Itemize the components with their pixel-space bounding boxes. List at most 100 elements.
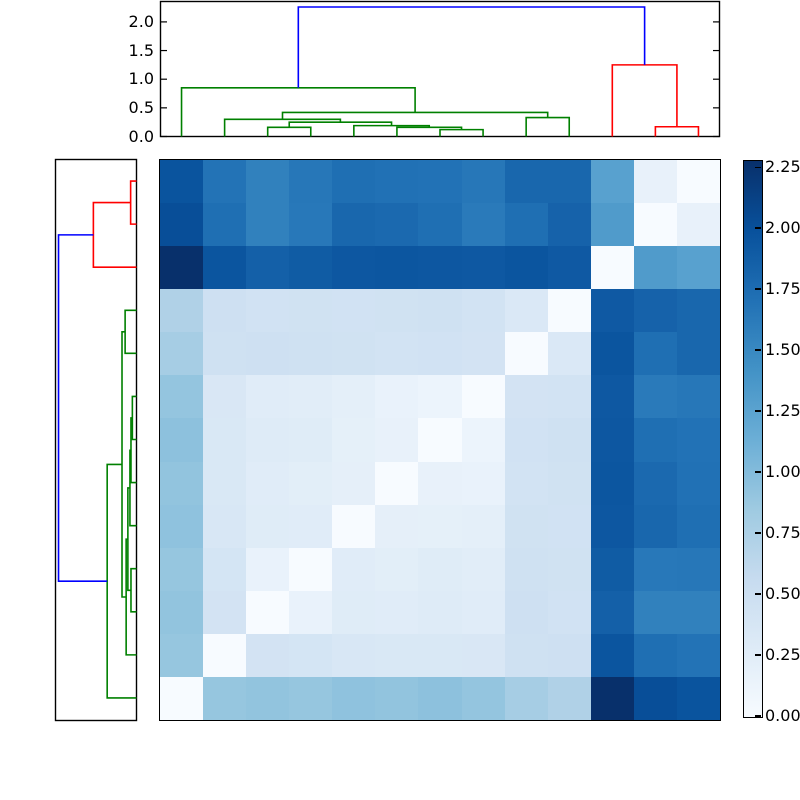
colorbar-tick-label: 2.00 bbox=[765, 219, 800, 237]
heatmap-cell bbox=[548, 462, 591, 505]
heatmap-cell bbox=[505, 203, 548, 246]
heatmap-cell bbox=[634, 375, 677, 418]
heatmap-cell bbox=[548, 160, 591, 203]
colorbar-tick bbox=[755, 471, 761, 473]
heatmap-cell bbox=[548, 634, 591, 677]
colorbar-tick-label: 1.50 bbox=[765, 341, 800, 359]
heatmap-cell bbox=[289, 548, 332, 591]
heatmap-cell bbox=[677, 246, 720, 289]
heatmap-cell bbox=[289, 289, 332, 332]
dendrogram-link bbox=[397, 127, 462, 136]
heatmap-cell bbox=[246, 677, 289, 720]
heatmap-cell bbox=[591, 677, 634, 720]
heatmap-cell bbox=[289, 677, 332, 720]
heatmap-cell bbox=[203, 462, 246, 505]
heatmap-cell bbox=[375, 634, 418, 677]
heatmap-cell bbox=[505, 375, 548, 418]
heatmap-cell bbox=[246, 591, 289, 634]
heatmap-cell bbox=[203, 548, 246, 591]
heatmap-cell bbox=[289, 203, 332, 246]
heatmap-cell bbox=[246, 203, 289, 246]
heatmap-cell bbox=[418, 332, 461, 375]
heatmap-cell bbox=[160, 418, 203, 461]
dendrogram-link bbox=[655, 127, 698, 137]
colorbar-tick-label: 1.00 bbox=[765, 463, 800, 481]
heatmap-cell bbox=[332, 634, 375, 677]
heatmap-cell bbox=[289, 160, 332, 203]
heatmap-cell bbox=[246, 332, 289, 375]
colorbar-tick-label: 1.25 bbox=[765, 402, 800, 420]
heatmap-cell bbox=[634, 332, 677, 375]
heatmap-cell bbox=[375, 160, 418, 203]
heatmap-cell bbox=[505, 548, 548, 591]
heatmap-cell bbox=[375, 505, 418, 548]
heatmap-cell bbox=[634, 160, 677, 203]
heatmap-cell bbox=[160, 505, 203, 548]
heatmap-cell bbox=[505, 462, 548, 505]
heatmap-cell bbox=[246, 462, 289, 505]
heatmap-cell bbox=[375, 591, 418, 634]
heatmap-cell bbox=[548, 246, 591, 289]
y-axis-tick-label: 0.5 bbox=[108, 99, 154, 117]
heatmap-cell bbox=[677, 548, 720, 591]
heatmap-cell bbox=[505, 160, 548, 203]
heatmap-cell bbox=[634, 418, 677, 461]
heatmap-cell bbox=[634, 505, 677, 548]
colorbar-tick-label: 1.75 bbox=[765, 280, 800, 298]
top-dendrogram-frame bbox=[161, 2, 720, 137]
heatmap-cell bbox=[462, 160, 505, 203]
heatmap-cell bbox=[591, 289, 634, 332]
colorbar-tick-label: 0.00 bbox=[765, 707, 800, 725]
heatmap-cell bbox=[677, 505, 720, 548]
top-dendrogram bbox=[160, 0, 720, 138]
heatmap-cell bbox=[548, 505, 591, 548]
heatmap-cell bbox=[375, 246, 418, 289]
heatmap-cell bbox=[246, 505, 289, 548]
dendrogram-link bbox=[131, 181, 137, 224]
heatmap-cell bbox=[246, 246, 289, 289]
heatmap-cell bbox=[246, 160, 289, 203]
heatmap-cell bbox=[548, 591, 591, 634]
heatmap-cell bbox=[203, 634, 246, 677]
heatmap-cell bbox=[677, 634, 720, 677]
heatmap-cell bbox=[160, 462, 203, 505]
heatmap-cell bbox=[332, 246, 375, 289]
heatmap-cell bbox=[203, 332, 246, 375]
heatmap-cell bbox=[462, 548, 505, 591]
heatmap-cell bbox=[462, 591, 505, 634]
heatmap-cell bbox=[375, 677, 418, 720]
heatmap-cell bbox=[332, 548, 375, 591]
heatmap-cell bbox=[418, 203, 461, 246]
heatmap-cell bbox=[634, 246, 677, 289]
heatmap-cell bbox=[418, 418, 461, 461]
heatmap-cell bbox=[418, 246, 461, 289]
heatmap-cell bbox=[634, 548, 677, 591]
heatmap-cell bbox=[591, 548, 634, 591]
heatmap-cell bbox=[505, 418, 548, 461]
heatmap-cell bbox=[677, 332, 720, 375]
heatmap-cell bbox=[203, 375, 246, 418]
heatmap-cell bbox=[418, 160, 461, 203]
heatmap-cell bbox=[246, 634, 289, 677]
heatmap-cell bbox=[289, 591, 332, 634]
colorbar-tick bbox=[755, 593, 761, 595]
heatmap-cell bbox=[418, 289, 461, 332]
heatmap-cell bbox=[375, 375, 418, 418]
heatmap-cell bbox=[332, 203, 375, 246]
heatmap-cell bbox=[289, 462, 332, 505]
heatmap-cell bbox=[246, 418, 289, 461]
heatmap-cell bbox=[418, 591, 461, 634]
colorbar-tick bbox=[755, 288, 761, 290]
heatmap-cell bbox=[462, 677, 505, 720]
heatmap-cell bbox=[203, 160, 246, 203]
colorbar-tick bbox=[755, 532, 761, 534]
heatmap-cell bbox=[462, 634, 505, 677]
heatmap-cell bbox=[375, 418, 418, 461]
heatmap-cell bbox=[160, 591, 203, 634]
heatmap-cell bbox=[548, 332, 591, 375]
heatmap-cell bbox=[160, 548, 203, 591]
heatmap-cell bbox=[418, 677, 461, 720]
colorbar-tick bbox=[755, 227, 761, 229]
heatmap-cell bbox=[203, 289, 246, 332]
colorbar-tick-label: 0.25 bbox=[765, 646, 800, 664]
